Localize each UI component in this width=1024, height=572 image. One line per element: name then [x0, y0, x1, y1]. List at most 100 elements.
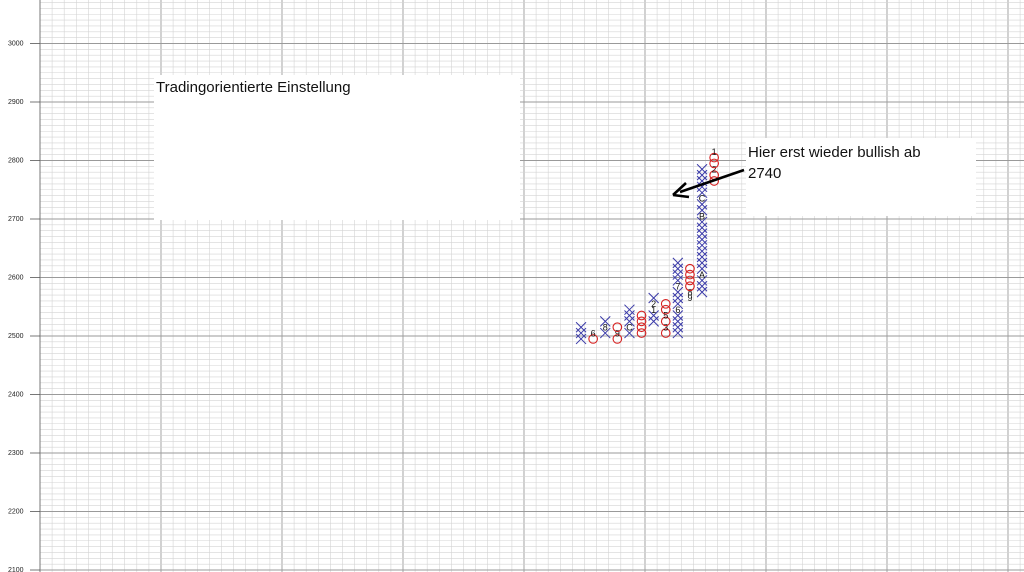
y-tick-label: 2100 [8, 567, 24, 572]
pf-x-mark [672, 310, 684, 321]
annotation-arrowhead [672, 182, 690, 199]
pf-column: 35 [660, 298, 671, 338]
pf-o-mark [660, 316, 671, 327]
pf-x-mark [672, 321, 684, 333]
pf-o-mark [636, 316, 647, 327]
y-tick-label: 2400 [8, 392, 24, 399]
pf-o-mark [612, 334, 623, 344]
pf-x-mark [696, 275, 708, 286]
pf-month-marker: 5 [663, 311, 668, 321]
pf-month-marker: A [699, 270, 705, 280]
y-tick-label: 3000 [8, 41, 24, 48]
pf-month-marker: 6 [675, 305, 680, 315]
pf-month-marker: 6 [591, 328, 596, 338]
pf-x-mark [575, 333, 587, 345]
pf-column: 9 [612, 322, 623, 344]
pf-x-mark [599, 327, 611, 339]
y-tick-label: 2900 [8, 99, 24, 106]
pf-column: 12 [648, 292, 660, 327]
pf-x-mark [648, 310, 660, 321]
pf-x-mark [696, 163, 708, 175]
pf-month-marker: C [699, 194, 706, 204]
pf-o-mark [636, 322, 647, 333]
pf-x-mark [624, 310, 635, 321]
pf-x-mark [672, 316, 684, 327]
pf-month-marker: 8 [603, 322, 608, 332]
pf-x-mark [696, 280, 708, 292]
pf-o-mark [685, 275, 695, 286]
pf-x-mark [696, 263, 708, 275]
pf-month-marker: 8 [687, 287, 692, 297]
pf-x-mark [599, 316, 611, 327]
pf-column: C [624, 304, 635, 339]
pf-x-mark [696, 216, 708, 228]
grid [39, 0, 1024, 572]
pf-month-marker: 7 [675, 281, 680, 291]
pf-x-mark [696, 245, 708, 257]
annotation-arrow [679, 168, 745, 194]
pf-x-mark [672, 286, 684, 298]
y-tick-label: 2700 [8, 216, 24, 223]
pf-column: 6 [588, 328, 599, 344]
pf-o-mark [709, 158, 720, 169]
annotation-left-text: Tradingorientierte Einstellung [156, 79, 351, 96]
pf-month-marker: 2 [651, 299, 656, 309]
pf-o-mark [636, 328, 647, 338]
pf-column: 98 [685, 263, 695, 303]
pf-o-mark [612, 322, 623, 333]
pf-x-mark [672, 292, 684, 304]
pf-column [575, 321, 587, 345]
pf-x-mark [672, 263, 684, 275]
pf-o-mark [685, 281, 695, 292]
pf-x-mark [696, 187, 708, 199]
pf-x-mark [575, 327, 587, 339]
pf-x-mark [575, 321, 587, 333]
pf-x-mark [696, 228, 708, 239]
pf-month-marker: 9 [615, 328, 620, 338]
pf-x-mark [624, 327, 635, 339]
pf-column: 8 [599, 316, 611, 339]
y-axis: 2100 2200 2300 2400 2500 2600 2700 2800 2900 3000 [8, 41, 40, 572]
pf-o-mark [685, 269, 695, 280]
y-tick-label: 2500 [8, 333, 24, 340]
pf-x-mark [696, 251, 708, 263]
y-tick-label: 2200 [8, 509, 24, 516]
pf-o-mark [588, 334, 599, 344]
pf-x-mark [648, 292, 660, 304]
pf-x-mark [696, 286, 708, 298]
pf-month-marker: B [699, 211, 705, 221]
pf-month-marker: 1 [712, 147, 717, 157]
annotation-right-line1: Hier erst wieder bullish ab [748, 144, 921, 161]
y-tick-label: 2300 [8, 450, 24, 457]
pf-x-mark [696, 204, 708, 216]
annotation-right-line2: 2740 [748, 165, 781, 182]
pf-month-marker: 1 [651, 305, 656, 315]
pf-x-mark [624, 304, 635, 316]
pf-o-mark [660, 328, 671, 338]
pf-x-mark [672, 327, 684, 339]
pf-month-marker: 2 [712, 164, 717, 174]
pf-x-mark [696, 199, 708, 210]
pf-column: A BC [696, 163, 708, 298]
pf-x-mark [672, 298, 684, 310]
annotation-box-right: Hier erst wieder bullish ab 2740 [672, 138, 976, 216]
pf-x-mark [672, 257, 684, 269]
pf-month-marker: 3 [663, 322, 668, 332]
annotation-box-left: Tradingorientierte Einstellung [154, 75, 520, 220]
pf-x-mark [672, 269, 684, 280]
pf-x-mark [648, 316, 660, 327]
pf-o-mark [660, 298, 671, 309]
pf-x-mark [696, 222, 708, 234]
pf-x-mark [696, 234, 708, 245]
y-tick-label: 2800 [8, 158, 24, 165]
pf-x-mark [672, 275, 684, 286]
pf-month-marker: C [626, 322, 633, 332]
pf-o-mark [685, 263, 695, 274]
pf-x-mark [696, 239, 708, 251]
pf-column: 67 [672, 257, 684, 339]
pf-o-mark [709, 152, 720, 163]
pf-column [636, 310, 647, 338]
